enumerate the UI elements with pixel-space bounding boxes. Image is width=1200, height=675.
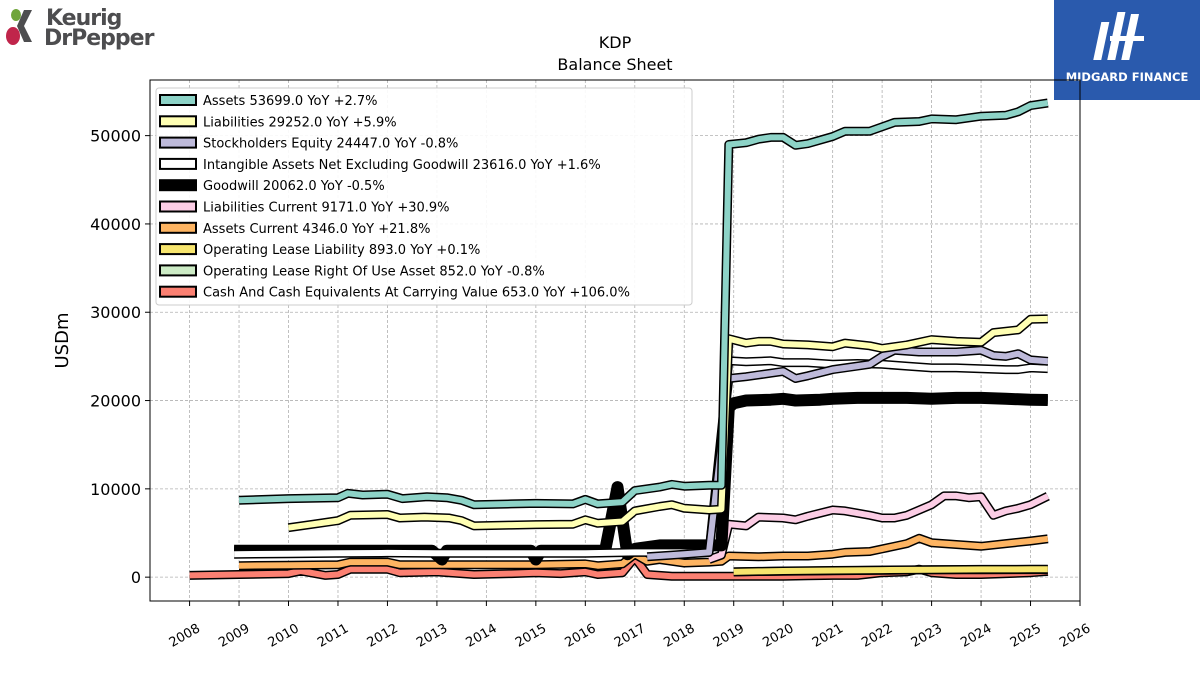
y-axis-label: USDm [52, 313, 73, 369]
midgard-emblem-icon [1093, 12, 1144, 60]
logo-line1: Keurig [46, 6, 122, 31]
series-operating-lease-liability [733, 564, 1048, 577]
legend-swatch [159, 285, 197, 298]
series-lines [189, 98, 1050, 581]
x-tick-label: 2026 [1057, 621, 1093, 651]
legend-swatch [159, 136, 197, 149]
chart-subtitle: Balance Sheet [557, 55, 673, 74]
x-tick-label: 2017 [612, 621, 648, 651]
legend: Assets 53699.0 YoY +2.7% Liabilities 2925… [155, 87, 693, 306]
legend-label: Assets Current 4346.0 YoY +21.8% [203, 222, 430, 237]
series-line [288, 315, 1048, 531]
series-liabilities [287, 314, 1048, 533]
plot-frame [149, 79, 1081, 602]
x-tick-label: 2009 [216, 621, 252, 651]
legend-swatch [159, 243, 197, 256]
series-line [234, 357, 1048, 558]
legend-swatch [159, 179, 197, 192]
legend-entry: Liabilities Current 9171.0 YoY +30.9% [159, 200, 450, 216]
legend-entry: Operating Lease Right Of Use Asset 852.0… [159, 264, 545, 279]
series-goodwill [234, 391, 1048, 566]
series-line [733, 566, 1048, 575]
x-tick-label: 2010 [266, 621, 302, 651]
x-tick-label: 2024 [958, 621, 994, 651]
series-line [234, 393, 1048, 564]
legend-entry: Stockholders Equity 24447.0 YoY -0.8% [159, 136, 458, 152]
x-tick-label: 2023 [909, 621, 945, 651]
y-tick-label: 30000 [90, 303, 141, 322]
legend-box [155, 87, 693, 306]
x-tick-label: 2014 [464, 621, 500, 651]
legend-label: Liabilities Current 9171.0 YoY +30.9% [203, 201, 450, 216]
x-tick-label: 2025 [1008, 621, 1044, 651]
y-tick-label: 10000 [90, 480, 141, 499]
series-outline [234, 391, 1048, 566]
legend-label: Cash And Cash Equivalents At Carrying Va… [203, 286, 630, 301]
legend-swatch [159, 157, 197, 170]
legend-label: Operating Lease Liability 893.0 YoY +0.1… [203, 243, 480, 258]
kdp-leaf-icon [6, 9, 32, 45]
x-tick-label: 2020 [760, 621, 796, 651]
legend-swatch [159, 200, 197, 213]
legend-label: Stockholders Equity 24447.0 YoY -0.8% [203, 137, 458, 152]
series-liabilities-current [707, 491, 1050, 564]
y-tick-label: 0 [131, 568, 141, 587]
legend-label: Assets 53699.0 YoY +2.7% [203, 94, 378, 109]
legend-entry: Operating Lease Liability 893.0 YoY +0.1… [159, 243, 480, 258]
y-tick-label: 50000 [90, 127, 141, 146]
x-tick-label: 2015 [513, 621, 549, 651]
x-tick-label: 2012 [365, 621, 401, 651]
legend-entry: Liabilities 29252.0 YoY +5.9% [159, 115, 397, 130]
series-intangible-assets-net-excluding-goodwill [234, 356, 1048, 559]
logo-line2: DrPepper [44, 26, 154, 51]
x-tick-label: 2021 [810, 621, 846, 651]
legend-swatch [159, 115, 197, 128]
x-tick-label: 2008 [167, 621, 203, 651]
midgard-logo-text: MIDGARD FINANCE [1065, 70, 1189, 84]
legend-entry: Assets Current 4346.0 YoY +21.8% [159, 221, 430, 237]
series-line [238, 100, 1049, 508]
legend-label: Liabilities 29252.0 YoY +5.9% [203, 115, 397, 130]
legend-swatch [159, 221, 197, 234]
series-assets [238, 98, 1049, 510]
legend-label: Goodwill 20062.0 YoY -0.5% [203, 179, 385, 194]
x-tick-label: 2019 [711, 621, 747, 651]
series-outline [234, 356, 1048, 559]
x-tick-label: 2013 [414, 621, 450, 651]
legend-entry: Goodwill 20062.0 YoY -0.5% [159, 179, 385, 194]
y-tick-label: 40000 [90, 215, 141, 234]
x-tick-label: 2011 [315, 621, 351, 651]
midgard-finance-logo: MIDGARD FINANCE [1054, 0, 1200, 100]
legend-swatch [159, 264, 197, 277]
legend-entry: Intangible Assets Net Excluding Goodwill… [159, 157, 601, 173]
x-tick-label: 2018 [661, 621, 697, 651]
legend-entry: Cash And Cash Equivalents At Carrying Va… [159, 285, 630, 301]
legend-entry: Assets 53699.0 YoY +2.7% [159, 94, 378, 109]
legend-swatch [159, 94, 197, 106]
chart-title: KDP [598, 33, 632, 52]
x-tick-label: 2016 [562, 621, 598, 651]
series-line [707, 492, 1050, 563]
legend-label: Operating Lease Right Of Use Asset 852.0… [203, 264, 545, 279]
chart-title-block: KDP Balance Sheet [150, 32, 1080, 76]
legend-label: Intangible Assets Net Excluding Goodwill… [203, 158, 601, 173]
y-tick-label: 20000 [90, 392, 141, 411]
keurig-drpepper-logo: Keurig DrPepper [4, 4, 174, 51]
x-tick-label: 2022 [859, 621, 895, 651]
